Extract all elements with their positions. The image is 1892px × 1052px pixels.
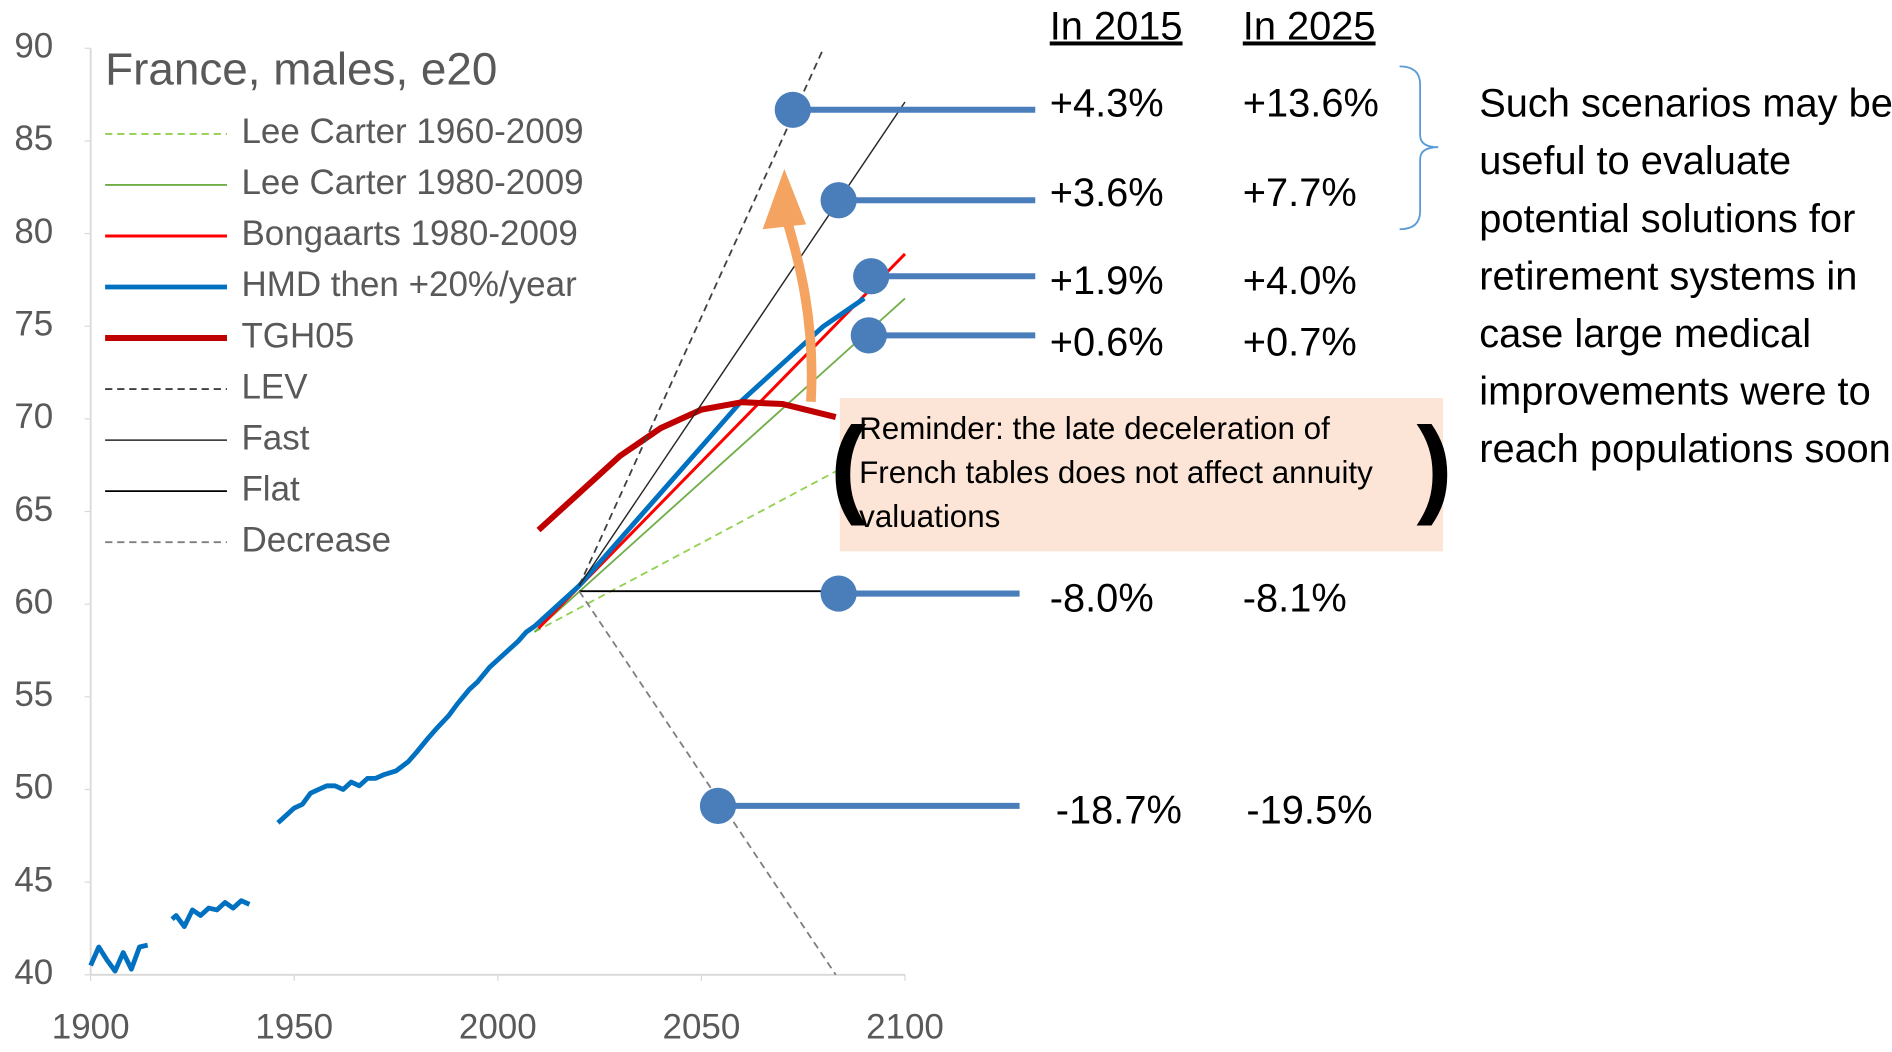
note-line: retirement systems in <box>1479 254 1857 298</box>
percent-label: -8.1% <box>1243 576 1347 620</box>
legend-label: Decrease <box>241 520 391 559</box>
plot-area: 40 45 50 55 60 65 70 75 80 85 90 1900 1950 2000 2050 21… <box>14 26 944 1046</box>
paren: ) <box>1417 406 1453 527</box>
reminder-line: French tables does not affect annuity <box>859 455 1373 490</box>
percent-label: +13.6% <box>1243 82 1379 126</box>
y-tick-label: 90 <box>14 26 53 65</box>
note-line: reach populations soon <box>1479 427 1891 471</box>
x-tick-label: 1900 <box>52 1007 130 1046</box>
series-line <box>536 399 837 533</box>
column-header: In 2015 <box>1050 4 1183 48</box>
x-tick-label: 2050 <box>662 1007 740 1046</box>
legend-label: LEV <box>241 367 308 406</box>
y-tick-label: 40 <box>14 953 53 992</box>
y-tick-label: 75 <box>14 304 53 343</box>
arrow-head <box>762 168 807 230</box>
series-line <box>533 297 906 633</box>
percent-label: -8.0% <box>1050 576 1154 620</box>
connector-dot <box>774 91 811 128</box>
reminder-line: Reminder: the late deceleration of <box>859 411 1330 446</box>
percent-label: +0.6% <box>1050 321 1164 365</box>
connector-dot <box>850 317 887 354</box>
percent-label: +4.0% <box>1243 259 1357 303</box>
y-tick-label: 85 <box>14 119 53 158</box>
note-line: potential solutions for <box>1479 197 1855 241</box>
percent-label: -19.5% <box>1246 789 1372 833</box>
paren: ( <box>830 406 867 527</box>
legend-label: Bongaarts 1980-2009 <box>241 214 577 253</box>
reminder-line: valuations <box>859 499 1000 534</box>
legend-label: Fast <box>241 418 309 457</box>
note-line: case large medical <box>1479 312 1811 356</box>
bracket <box>1399 65 1439 231</box>
legend-label: Lee Carter 1980-2009 <box>241 163 583 202</box>
percent-label: +0.7% <box>1243 321 1357 365</box>
x-tick-label: 1950 <box>255 1007 333 1046</box>
note-line: Such scenarios may be <box>1479 82 1892 126</box>
series-line <box>578 101 906 587</box>
y-tick-label: 70 <box>14 397 53 436</box>
arrow <box>779 209 817 403</box>
x-tick-label: 2000 <box>459 1007 537 1046</box>
y-tick-label: 60 <box>14 582 53 621</box>
note-line: useful to evaluate <box>1479 139 1791 183</box>
column-header: In 2025 <box>1243 4 1376 48</box>
connector-dot <box>820 182 857 219</box>
y-tick-label: 45 <box>14 860 53 899</box>
connector-dot <box>853 258 890 295</box>
percent-label: +7.7% <box>1243 171 1357 215</box>
chart-title: France, males, e20 <box>105 43 497 94</box>
series-line <box>88 296 866 974</box>
legend-label: Lee Carter 1960-2009 <box>241 112 583 151</box>
connector-dot <box>699 787 737 824</box>
annotations: In 2015 In 2025 +4.3% +13.6% +3.6% +7.7% +1.9%… <box>699 4 1892 833</box>
y-tick-label: 50 <box>14 768 53 807</box>
series-line <box>578 590 837 976</box>
legend-label: Flat <box>241 469 300 508</box>
y-tick-label: 80 <box>14 212 53 251</box>
reminder-box <box>839 398 1444 552</box>
percent-label: +4.3% <box>1050 82 1164 126</box>
connector-dot <box>820 575 857 612</box>
series-line <box>534 466 845 633</box>
legend-label: HMD then +20%/year <box>241 265 577 304</box>
percent-label: -18.7% <box>1056 789 1182 833</box>
y-tick-label: 65 <box>14 490 53 529</box>
y-tick-label: 55 <box>14 675 53 714</box>
x-tick-label: 2100 <box>866 1007 944 1046</box>
percent-label: +1.9% <box>1050 259 1164 303</box>
legend-label: TGH05 <box>241 316 354 355</box>
note-line: improvements were to <box>1479 369 1870 413</box>
percent-label: +3.6% <box>1050 171 1164 215</box>
series-line <box>578 47 825 587</box>
